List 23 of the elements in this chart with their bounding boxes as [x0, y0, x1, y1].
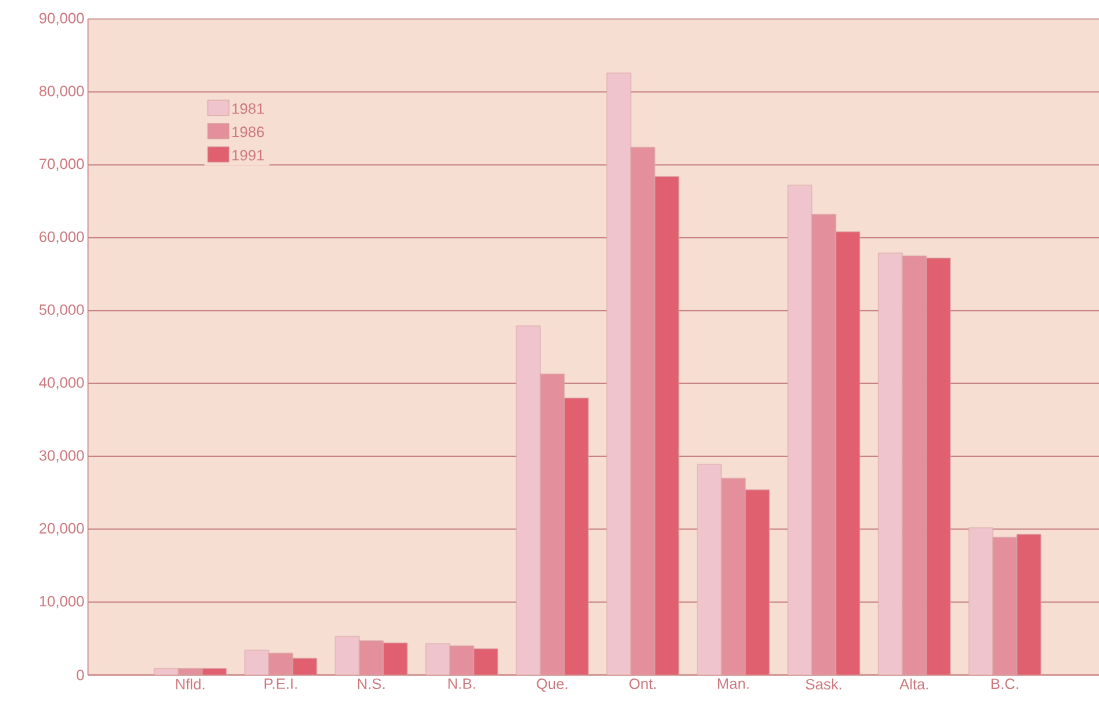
legend-label: 1986: [232, 126, 264, 138]
y-tick-label: 80,000: [39, 85, 84, 99]
legend-label: 1981: [232, 103, 264, 114]
x-tick-label: Nfld.: [176, 678, 205, 690]
y-tick-label: 20,000: [39, 523, 84, 536]
y-tick-label: 0: [76, 669, 84, 681]
y-tick-label: 10,000: [39, 595, 84, 609]
x-tick-label: P.E.I.: [264, 678, 297, 689]
x-tick-label: N.B.: [448, 678, 475, 689]
y-tick-label: 70,000: [39, 158, 84, 171]
x-tick-label: Alta.: [899, 678, 928, 690]
y-tick-label: 50,000: [39, 304, 84, 317]
y-tick-label: 30,000: [39, 450, 84, 463]
x-tick-label: B.C.: [991, 678, 1019, 690]
y-tick-label: 40,000: [39, 377, 84, 390]
legend-label: 1991: [232, 149, 264, 161]
y-tick-label: 60,000: [39, 231, 84, 244]
x-tick-label: N.S.: [357, 678, 385, 690]
y-tick-label: 90,000: [39, 12, 84, 26]
x-tick-label: Man.: [717, 678, 749, 689]
x-tick-label: Que.: [536, 678, 568, 692]
x-tick-label: Sask.: [805, 678, 842, 690]
x-tick-label: Ont.: [629, 678, 656, 690]
